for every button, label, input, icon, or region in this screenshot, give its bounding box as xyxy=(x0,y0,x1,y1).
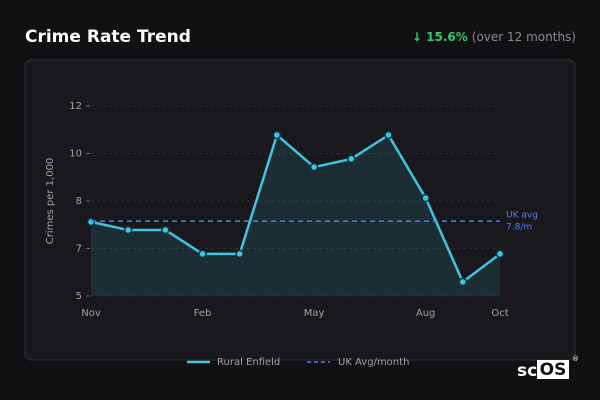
legend-label: Rural Enfield xyxy=(217,357,280,368)
y-tick-label: 12 xyxy=(69,101,82,112)
y-tick-label: 10 xyxy=(69,149,82,160)
reference-sublabel: 7.8/m xyxy=(506,223,532,233)
trend-note: (over 12 months) xyxy=(472,30,576,44)
x-tick-label: May xyxy=(304,308,325,319)
logo-box xyxy=(537,360,569,379)
page-title: Crime Rate Trend xyxy=(25,27,191,47)
point xyxy=(421,193,430,203)
point xyxy=(458,277,468,287)
point xyxy=(309,162,319,172)
reference-label: UK avg xyxy=(506,211,538,221)
point xyxy=(384,130,393,140)
legend-label: UK Avg/month xyxy=(338,357,409,368)
area xyxy=(91,135,500,296)
y-tick-label: 5 xyxy=(76,291,82,302)
point xyxy=(198,249,207,259)
x-tick-label: Aug xyxy=(416,308,436,319)
logo-boxed: OS xyxy=(540,360,567,380)
y-tick-label: 8 xyxy=(76,196,82,207)
logo-mark: ® xyxy=(572,355,579,363)
y-axis-label: Crimes per 1,000 xyxy=(45,158,56,245)
point xyxy=(272,130,282,140)
point xyxy=(86,217,96,227)
point xyxy=(161,225,170,235)
trend-summary: ↓ 15.6% (over 12 months) xyxy=(412,30,576,44)
y-tick-label: 7 xyxy=(76,244,82,255)
point xyxy=(123,225,133,235)
chart-card xyxy=(24,59,576,361)
point xyxy=(495,249,505,259)
point xyxy=(347,154,356,164)
line xyxy=(90,132,501,284)
logo-prefix: sc xyxy=(517,361,537,381)
x-tick-label: Oct xyxy=(491,308,508,319)
trend-change: ↓ 15.6% xyxy=(412,30,468,44)
point xyxy=(235,249,244,259)
x-tick-label: Feb xyxy=(194,308,212,319)
x-tick-label: Nov xyxy=(81,308,101,319)
